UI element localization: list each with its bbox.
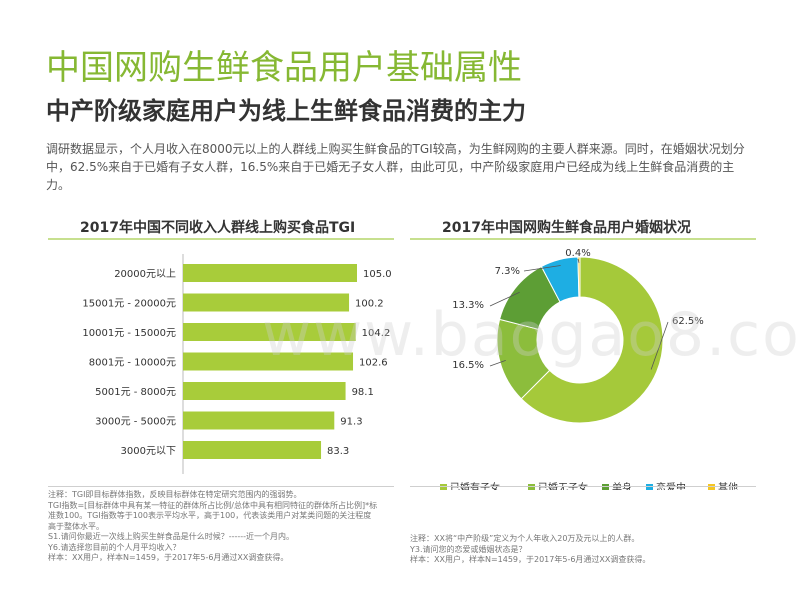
bar-value-label: 102.6 [359,358,388,369]
note-line: TGI指数=[目标群体中具有某一特征的群体所占比例/总体中具有相同特征的群体所占… [48,500,378,531]
bar [183,264,357,282]
page-subtitle: 中产阶级家庭用户为线上生鲜食品消费的主力 [46,97,526,125]
bar [183,323,356,341]
bar [183,441,322,459]
bar-chart-title: 2017年中国不同收入人群线上购买食品TGI [80,220,356,236]
bar-chart: 20000元以上 105.0 15001元 - 20000元 100.2 10001元 … [82,254,392,474]
donut-leader-line [523,265,561,272]
donut-slice [577,256,581,298]
donut-leader-line [489,291,520,307]
donut-chart-title-rule [410,238,756,240]
donut-leader-line [650,321,669,370]
note-line: 注释：XX将“中产阶级”定义为个人年收入20万及元以上的人群。 [410,534,640,543]
notes-divider-right [410,486,756,487]
legend-label: 恋爱中 [656,481,686,490]
legend-swatch [440,484,447,490]
legend-label: 已婚无子女 [538,481,588,490]
bar [183,352,354,371]
donut-value-label: 62.5% [672,316,704,327]
bar-value-label: 105.0 [363,269,392,280]
notes-left: 注释：TGI即目标群体指数，反映目标群体在特定研究范围内的强弱势。 TGI指数=… [48,490,378,564]
notes-divider-left [48,486,394,487]
bar [183,382,346,400]
legend-swatch [646,484,653,490]
note-line: 注释：TGI即目标群体指数，反映目标群体在特定研究范围内的强弱势。 [48,490,302,499]
legend-label: 单身 [612,481,632,490]
bar-value-label: 104.2 [362,328,391,339]
bar [183,411,335,430]
bar-category-label: 3000元以下 [121,446,176,457]
note-line: Y3.请问您的恋爱或婚姻状态是？ [410,544,527,554]
legend-swatch [528,484,535,490]
note-line: Y6.请选择您目前的个人月平均收入？ [48,542,181,552]
bar-value-label: 98.1 [352,387,374,398]
bar-value-label: 91.3 [340,417,362,428]
legend-label: 其他 [718,481,738,490]
legend-swatch [708,484,715,490]
legend-swatch [602,484,609,490]
donut-value-label: 0.4% [565,248,590,259]
bar-category-label: 10001元 - 15000元 [82,328,176,339]
bar [183,293,350,312]
bar-category-label: 15001元 - 20000元 [82,299,176,310]
note-line: S1.请问你最近一次线上购买生鲜食品是什么时候？------近一个月内。 [48,532,295,541]
donut-chart: 62.5% 16.5% 13.3% 7.3% 0.4% 已婚有子女 已婚无子女 单身 恋爱中 其他 [440,248,738,490]
donut-leader-line [577,258,580,264]
donut-value-label: 13.3% [452,300,484,311]
notes-right: 注释：XX将“中产阶级”定义为个人年收入20万及元以上的人群。 Y3.请问您的恋… [410,534,750,566]
bar-value-label: 100.2 [355,299,384,310]
bar-category-label: 3000元 - 5000元 [95,417,176,428]
donut-value-label: 16.5% [452,360,484,371]
donut-value-label: 7.3% [495,266,520,277]
bar-category-label: 5001元 - 8000元 [95,387,176,398]
page-title: 中国网购生鲜食品用户基础属性 [46,48,522,88]
intro-paragraph: 调研数据显示，个人月收入在8000元以上的人群线上购买生鲜食品的TGI较高，为生… [46,142,745,192]
bar-chart-title-rule [48,238,394,240]
bar-value-label: 83.3 [327,446,349,457]
donut-leader-line [489,359,506,367]
donut-slice [520,256,664,424]
note-line: 样本：XX用户，样本N=1459，于2017年5-6月通过XX调查获得。 [48,553,289,562]
note-line: 样本：XX用户，样本N=1459，于2017年5-6月通过XX调查获得。 [410,555,651,564]
bar-category-label: 20000元以上 [114,268,176,280]
donut-chart-title: 2017年中国网购生鲜食品用户婚姻状况 [442,220,691,236]
legend-label: 已婚有子女 [450,481,500,490]
bar-category-label: 8001元 - 10000元 [89,358,176,369]
